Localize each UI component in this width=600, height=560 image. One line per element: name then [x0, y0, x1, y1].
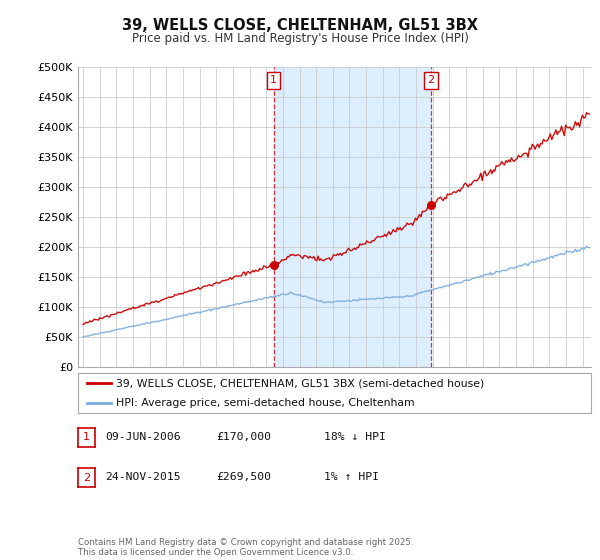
Text: 39, WELLS CLOSE, CHELTENHAM, GL51 3BX: 39, WELLS CLOSE, CHELTENHAM, GL51 3BX	[122, 18, 478, 33]
Text: £269,500: £269,500	[216, 472, 271, 482]
Text: £170,000: £170,000	[216, 432, 271, 442]
Text: 1% ↑ HPI: 1% ↑ HPI	[324, 472, 379, 482]
Text: 09-JUN-2006: 09-JUN-2006	[105, 432, 181, 442]
Text: 18% ↓ HPI: 18% ↓ HPI	[324, 432, 386, 442]
Text: 2: 2	[83, 473, 90, 483]
Text: Contains HM Land Registry data © Crown copyright and database right 2025.
This d: Contains HM Land Registry data © Crown c…	[78, 538, 413, 557]
Text: 39, WELLS CLOSE, CHELTENHAM, GL51 3BX (semi-detached house): 39, WELLS CLOSE, CHELTENHAM, GL51 3BX (s…	[116, 379, 485, 389]
Bar	[274, 67, 431, 367]
Text: HPI: Average price, semi-detached house, Cheltenham: HPI: Average price, semi-detached house,…	[116, 398, 415, 408]
Text: 2: 2	[428, 76, 434, 85]
Text: 24-NOV-2015: 24-NOV-2015	[105, 472, 181, 482]
Text: 1: 1	[83, 432, 90, 442]
Text: 1: 1	[270, 76, 277, 85]
Text: Price paid vs. HM Land Registry's House Price Index (HPI): Price paid vs. HM Land Registry's House …	[131, 32, 469, 45]
